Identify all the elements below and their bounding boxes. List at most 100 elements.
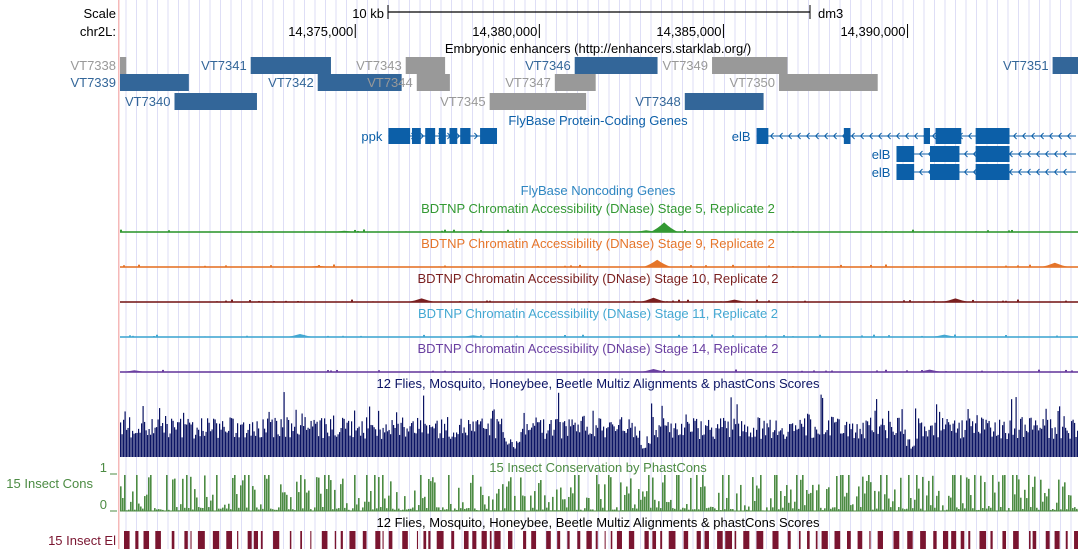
conserved-element — [155, 531, 161, 549]
dnase-signal — [270, 265, 272, 267]
phastcons-bar — [362, 507, 364, 511]
multiz-bar — [661, 405, 663, 457]
multiz-bar — [741, 421, 743, 457]
multiz-bar — [298, 434, 300, 457]
dnase-signal — [921, 370, 923, 372]
multiz-bar — [700, 421, 702, 457]
conserved-elements-track[interactable]: 12 Flies, Mosquito, Honeybee, Beetle Mul… — [48, 515, 1078, 549]
multiz-bar — [631, 422, 633, 457]
ruler-track[interactable]: Scale chr2L: 10 kb dm3 14,375,000 14,380,… — [80, 5, 909, 39]
phastcons-bar — [566, 507, 568, 511]
multiz-bar — [132, 430, 134, 457]
phastcons-bar — [1068, 495, 1070, 511]
multiz-bar — [693, 418, 695, 457]
multiz-bar — [229, 417, 231, 457]
phastcons-bar — [1058, 479, 1060, 511]
multiz-bar — [1021, 417, 1023, 457]
track-sidebar — [0, 0, 118, 549]
multiz-bar — [390, 434, 392, 457]
enhancer-label: VT7345 — [440, 94, 486, 109]
phastcons-bar — [806, 490, 808, 511]
multiz-bar — [778, 431, 780, 457]
multiz-bar — [720, 418, 722, 457]
multiz-bar — [439, 433, 441, 457]
enhancer-label: VT7349 — [662, 58, 708, 73]
multiz-bar — [630, 427, 632, 457]
multiz-bar — [547, 430, 549, 457]
phastcons-bar — [138, 503, 140, 511]
dnase-signal — [225, 265, 227, 267]
multiz-bar — [898, 417, 900, 457]
multiz-bar — [435, 423, 437, 457]
conserved-element — [834, 531, 841, 549]
multiz-bar — [307, 427, 309, 457]
noncoding-genes-title[interactable]: FlyBase Noncoding Genes — [521, 183, 676, 198]
multiz-bar — [733, 418, 735, 457]
multiz-bar — [985, 419, 987, 457]
phastcons-bar — [366, 475, 368, 511]
multiz-bar — [825, 432, 827, 457]
enhancers-track[interactable]: Embryonic enhancers (http://enhancers.st… — [70, 41, 1078, 110]
dnase-tracks[interactable]: BDTNP Chromatin Accessibility (DNase) St… — [120, 201, 1078, 373]
phastcons-bar — [384, 498, 386, 511]
multiz-bar — [471, 430, 473, 457]
multiz-bar — [513, 447, 515, 457]
dnase-signal — [792, 266, 794, 267]
multiz-bar — [606, 428, 608, 457]
dnase-signal — [129, 335, 131, 337]
multiz-bar — [187, 418, 189, 457]
dnase-signal — [915, 266, 917, 267]
dnase-signal — [204, 336, 206, 337]
phastcons-bar — [968, 478, 970, 511]
phastcons-bar — [922, 476, 924, 511]
multiz-bar — [532, 423, 534, 457]
conserved-element — [124, 531, 130, 549]
dnase-signal — [987, 230, 989, 232]
multiz-bar — [250, 435, 252, 457]
multiz-bar — [786, 436, 788, 457]
conserved-element — [321, 531, 328, 549]
multiz-bar — [291, 423, 293, 457]
multiz-bar — [277, 434, 279, 457]
multiz-bar — [591, 433, 593, 457]
phastcons-bar — [336, 508, 338, 511]
multiz-bar — [318, 436, 320, 457]
phastcons-track[interactable]: 15 Insect Conservation by PhastCons 15 I… — [6, 460, 1078, 512]
multiz-bar — [409, 426, 411, 457]
multiz-bar — [619, 419, 621, 457]
protein-coding-genes-track[interactable]: FlyBase Protein-Coding Genes ppk elB elB el… — [361, 113, 1076, 180]
multiz-bar — [384, 432, 386, 457]
conserved-element — [933, 531, 937, 549]
phastcons-bar — [600, 499, 602, 511]
multiz-bar — [556, 418, 558, 457]
phastcons-bar — [812, 484, 814, 511]
phastcons-bar — [752, 477, 754, 511]
multiz-bar — [258, 428, 260, 457]
phastcons-bar — [990, 507, 992, 511]
multiz-bar — [858, 438, 860, 457]
multiz-bar — [231, 418, 233, 457]
multiz-bar — [933, 435, 935, 457]
conserved-element — [586, 531, 592, 549]
phastcons-bar — [1060, 509, 1062, 511]
multiz-bar — [316, 421, 318, 457]
multiz-bar — [207, 418, 209, 457]
dnase-signal — [777, 266, 779, 267]
dnase-stage9-title: BDTNP Chromatin Accessibility (DNase) St… — [421, 236, 775, 251]
multiz-bar — [325, 424, 327, 457]
phastcons-bar — [206, 496, 208, 511]
dnase-signal — [432, 370, 434, 372]
dnase-signal — [444, 265, 446, 267]
phastcons-bar — [984, 482, 986, 511]
multiz-bar — [393, 425, 395, 457]
phastcons-bar — [1008, 508, 1010, 511]
dnase-signal — [138, 264, 140, 267]
multiz-bar — [477, 420, 479, 457]
multiz-bar — [154, 427, 156, 457]
phastcons-bar — [648, 475, 650, 511]
phastcons-bar — [932, 475, 934, 511]
dnase-signal — [258, 231, 260, 232]
multiz-track[interactable]: 12 Flies, Mosquito, Honeybee, Beetle Mul… — [120, 376, 1078, 457]
multiz-bar — [843, 433, 845, 457]
multiz-bar — [324, 418, 326, 457]
